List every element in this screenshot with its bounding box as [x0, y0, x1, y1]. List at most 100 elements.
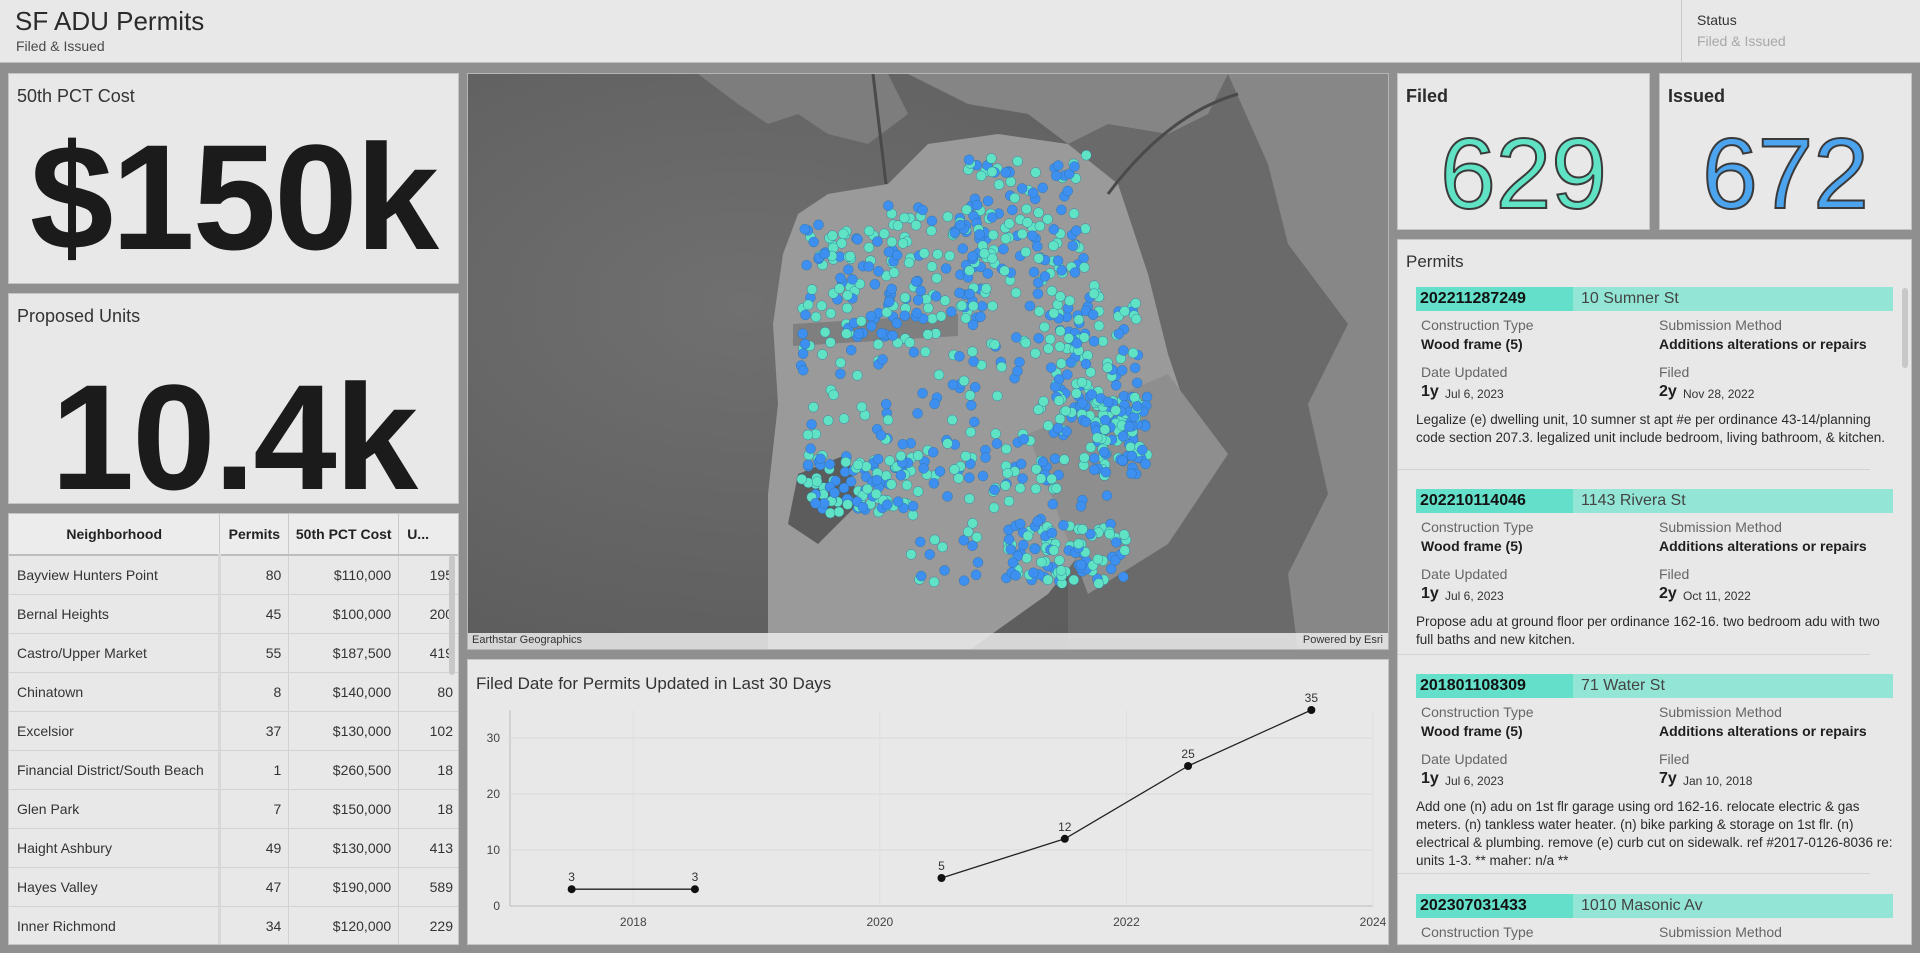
- permit-point[interactable]: [1131, 377, 1143, 389]
- permit-point[interactable]: [923, 302, 934, 314]
- permit-point[interactable]: [942, 211, 953, 222]
- table-row[interactable]: Financial District/South Beach 1 $260,500 1…: [9, 750, 458, 790]
- permit-point[interactable]: [843, 264, 854, 275]
- permit-point[interactable]: [927, 313, 938, 324]
- permit-point[interactable]: [1097, 336, 1109, 347]
- permit-point[interactable]: [875, 430, 887, 441]
- permit-point[interactable]: [876, 328, 887, 339]
- permit-point[interactable]: [967, 518, 978, 529]
- permit-point[interactable]: [915, 285, 926, 296]
- permit-point[interactable]: [1079, 452, 1090, 463]
- permit-point[interactable]: [988, 502, 1000, 513]
- permit-point[interactable]: [846, 344, 857, 356]
- permit-point[interactable]: [1076, 377, 1088, 388]
- permit-point[interactable]: [964, 390, 976, 401]
- permit-point[interactable]: [1010, 287, 1022, 299]
- permit-point[interactable]: [972, 557, 984, 568]
- permit-point[interactable]: [990, 428, 1001, 439]
- permit-point[interactable]: [986, 166, 998, 178]
- permit-point[interactable]: [1062, 369, 1073, 380]
- permit-point[interactable]: [1055, 565, 1067, 576]
- permit-point[interactable]: [1141, 391, 1153, 403]
- permit-point[interactable]: [986, 153, 997, 164]
- permit-point[interactable]: [969, 416, 980, 428]
- permit-point[interactable]: [865, 310, 877, 322]
- permit-point[interactable]: [1007, 204, 1018, 216]
- permit-point[interactable]: [916, 570, 927, 582]
- permit-point[interactable]: [852, 459, 864, 471]
- permit-point[interactable]: [982, 195, 994, 207]
- permit-point[interactable]: [940, 263, 952, 274]
- permit-point[interactable]: [835, 272, 846, 284]
- permit-point[interactable]: [964, 288, 975, 300]
- permit-point[interactable]: [842, 499, 853, 510]
- permit-point[interactable]: [871, 488, 882, 500]
- permit-point[interactable]: [1045, 334, 1056, 345]
- permit-point[interactable]: [901, 479, 913, 491]
- permit-point[interactable]: [1033, 253, 1044, 264]
- permit-point[interactable]: [903, 257, 915, 269]
- permit-point[interactable]: [887, 330, 898, 341]
- table-row[interactable]: Inner Richmond 34 $120,000 229: [9, 906, 458, 944]
- permit-point[interactable]: [847, 274, 858, 285]
- permit-point[interactable]: [922, 329, 933, 340]
- permit-point[interactable]: [838, 228, 849, 240]
- permit-point[interactable]: [1033, 404, 1044, 415]
- permit-point[interactable]: [934, 466, 946, 477]
- permit-point[interactable]: [811, 476, 823, 487]
- table-row[interactable]: Haight Ashbury 49 $130,000 413: [9, 828, 458, 868]
- permit-point[interactable]: [1055, 291, 1066, 302]
- permit-point[interactable]: [1005, 176, 1016, 187]
- permit-point[interactable]: [1101, 490, 1113, 501]
- permit-point[interactable]: [1085, 367, 1096, 378]
- permit-point[interactable]: [1111, 380, 1122, 391]
- permit-point[interactable]: [987, 212, 998, 223]
- permit-point[interactable]: [797, 328, 808, 339]
- permit-point[interactable]: [1062, 185, 1073, 197]
- permit-point[interactable]: [1093, 578, 1104, 589]
- permit-point[interactable]: [965, 458, 976, 469]
- permit-point[interactable]: [871, 474, 883, 486]
- permit-point[interactable]: [805, 443, 816, 454]
- permit-point[interactable]: [897, 238, 909, 249]
- permit-point[interactable]: [1017, 228, 1028, 240]
- permit-point[interactable]: [1059, 454, 1070, 465]
- permit-point[interactable]: [1064, 168, 1075, 180]
- permit-point[interactable]: [917, 204, 928, 216]
- permit-point[interactable]: [897, 439, 908, 450]
- permit-point[interactable]: [1110, 555, 1121, 566]
- permit-point[interactable]: [911, 307, 922, 319]
- permit-point[interactable]: [1080, 358, 1092, 370]
- table-row[interactable]: Chinatown 8 $140,000 80: [9, 672, 458, 712]
- permit-point[interactable]: [1043, 420, 1054, 431]
- permit-point[interactable]: [1048, 240, 1059, 252]
- permit-point[interactable]: [1046, 473, 1057, 485]
- permit-point[interactable]: [1042, 574, 1054, 585]
- permit-point[interactable]: [1034, 220, 1046, 232]
- status-selector[interactable]: Status Filed & Issued: [1681, 0, 1920, 63]
- permit-point[interactable]: [873, 266, 884, 277]
- permit-point[interactable]: [1053, 160, 1064, 171]
- permit-point[interactable]: [930, 291, 942, 302]
- permit-point[interactable]: [981, 283, 992, 294]
- permit-point[interactable]: [1033, 333, 1044, 344]
- permit-point[interactable]: [989, 339, 1000, 350]
- permit-point[interactable]: [1056, 265, 1067, 276]
- table-row[interactable]: Castro/Upper Market 55 $187,500 419: [9, 633, 458, 673]
- table-row[interactable]: Excelsior 37 $130,000 102: [9, 711, 458, 751]
- permit-point[interactable]: [1033, 277, 1044, 288]
- permit-point[interactable]: [1069, 267, 1081, 278]
- permit-point[interactable]: [912, 408, 923, 419]
- permit-point[interactable]: [819, 498, 830, 509]
- permit-point[interactable]: [1028, 567, 1039, 578]
- map-basemap[interactable]: [468, 74, 1389, 650]
- permit-point[interactable]: [1015, 518, 1026, 530]
- permit-point[interactable]: [869, 279, 881, 290]
- permit-point[interactable]: [954, 351, 965, 362]
- permit-point[interactable]: [974, 229, 985, 240]
- permit-point[interactable]: [972, 199, 983, 211]
- permit-point[interactable]: [1099, 424, 1111, 435]
- permit-point[interactable]: [956, 300, 968, 311]
- permit-point[interactable]: [1005, 544, 1016, 555]
- permit-point[interactable]: [810, 498, 821, 509]
